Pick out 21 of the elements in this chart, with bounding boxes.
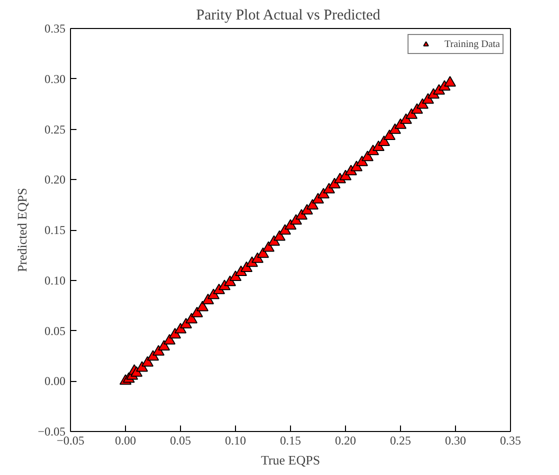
legend-label: Training Data — [444, 38, 500, 50]
x-tick-label: 0.25 — [390, 434, 411, 448]
x-tick-label: 0.10 — [225, 434, 246, 448]
y-tick-label: 0.25 — [44, 122, 66, 136]
x-tick-label: 0.35 — [500, 434, 521, 448]
y-tick-label: 0.05 — [44, 324, 66, 338]
x-tick-label: 0.15 — [280, 434, 301, 448]
x-tick-label: 0.05 — [170, 434, 191, 448]
y-tick-label: 0.10 — [44, 273, 66, 288]
y-axis-title: Predicted EQPS — [14, 188, 30, 272]
y-tick-label: 0.20 — [44, 172, 66, 187]
y-tick-label: 0.35 — [44, 22, 66, 36]
y-tick-label: 0.15 — [44, 223, 66, 237]
x-tick-label: 0.20 — [335, 434, 356, 448]
y-tick-label: 0.00 — [44, 374, 66, 388]
chart-title: Parity Plot Actual vs Predicted — [196, 8, 381, 24]
y-tick-label: 0.30 — [44, 72, 66, 86]
x-axis-title: True EQPS — [260, 452, 320, 468]
x-tick-label: 0.30 — [445, 434, 466, 448]
y-tick-label: −0.05 — [38, 424, 66, 438]
x-tick-label: 0.00 — [115, 434, 136, 448]
